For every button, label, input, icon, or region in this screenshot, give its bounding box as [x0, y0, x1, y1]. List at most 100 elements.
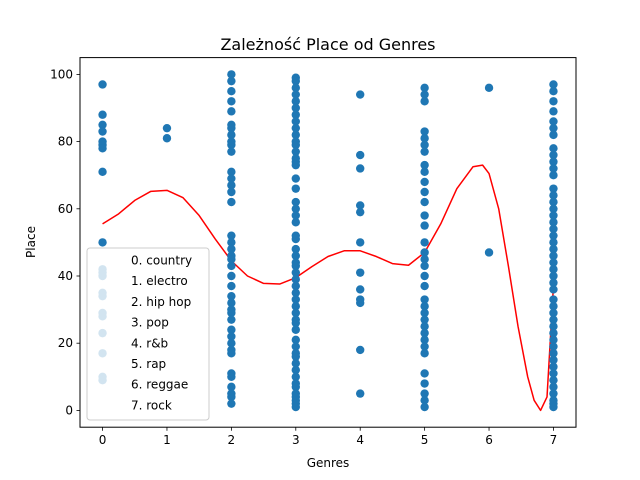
data-point: [549, 355, 558, 365]
data-point: [162, 123, 172, 133]
data-point: [549, 278, 558, 287]
data-point: [420, 396, 429, 405]
data-point: [549, 184, 558, 193]
data-point: [227, 97, 236, 106]
legend-entry-label: 6. reggae: [131, 378, 188, 392]
data-point: [291, 76, 300, 86]
data-point: [356, 298, 365, 308]
data-point: [162, 134, 172, 143]
data-point: [420, 255, 429, 264]
data-point: [484, 248, 494, 257]
legend-entry-label: 2. hip hop: [131, 295, 191, 309]
x-tick-label: 3: [292, 433, 300, 447]
data-point: [98, 127, 107, 136]
data-point: [420, 211, 429, 220]
data-point: [291, 140, 300, 150]
legend-entry-label: 5. rap: [131, 357, 166, 371]
y-tick-label: 20: [58, 336, 73, 350]
data-point: [549, 197, 558, 207]
data-point: [420, 308, 429, 318]
legend-entry-label: 3. pop: [131, 316, 169, 330]
data-point: [227, 349, 236, 358]
data-point: [549, 150, 558, 160]
data-point: [98, 167, 107, 177]
data-point: [549, 117, 558, 126]
x-axis-label: Genres: [307, 456, 350, 470]
data-point: [420, 295, 429, 304]
data-point: [356, 164, 365, 173]
data-point: [420, 302, 429, 311]
data-point: [549, 369, 558, 378]
data-point: [420, 147, 429, 156]
data-point: [291, 302, 300, 311]
data-point: [227, 382, 236, 392]
data-point: [549, 251, 558, 261]
x-tick-label: 6: [485, 433, 493, 447]
data-point: [549, 171, 558, 180]
data-point: [227, 76, 236, 86]
data-point: [291, 218, 300, 227]
data-point: [356, 389, 365, 398]
data-point: [227, 399, 236, 408]
data-point: [291, 342, 300, 351]
data-point: [291, 372, 300, 381]
data-point: [227, 392, 236, 402]
chart-title: Zależność Place od Genres: [220, 35, 435, 54]
legend-entry-label: 7. rock: [131, 398, 172, 412]
data-point: [420, 342, 429, 351]
x-tick-label: 4: [356, 433, 364, 447]
fit-curve-layer: [102, 164, 555, 412]
legend-entry-label: 1. electro: [131, 274, 188, 288]
data-point: [549, 295, 558, 304]
data-point: [227, 181, 236, 190]
data-point: [291, 130, 300, 140]
data-point: [420, 281, 429, 291]
data-point: [549, 328, 558, 338]
data-point: [549, 157, 558, 166]
data-point: [227, 315, 236, 324]
data-point: [549, 315, 558, 324]
data-point: [420, 134, 429, 143]
data-point: [227, 174, 236, 183]
data-point: [291, 382, 300, 392]
data-point: [227, 291, 236, 301]
data-point: [291, 318, 300, 328]
data-point: [549, 335, 558, 345]
data-point: [549, 322, 558, 331]
data-point: [291, 83, 300, 93]
data-point: [549, 362, 558, 371]
y-tick-label: 100: [50, 67, 73, 81]
data-point: [420, 177, 429, 187]
data-point: [549, 402, 558, 412]
data-point: [420, 328, 429, 338]
data-point: [291, 103, 300, 113]
data-point: [549, 271, 558, 281]
data-point: [420, 261, 429, 271]
data-point: [549, 258, 558, 267]
data-point: [549, 123, 558, 133]
data-point: [420, 349, 429, 358]
data-point: [227, 308, 236, 318]
data-point: [356, 90, 365, 99]
data-point: [227, 255, 236, 264]
data-point: [291, 90, 300, 99]
data-point: [420, 187, 429, 197]
data-point: [549, 224, 558, 234]
data-point: [420, 97, 429, 106]
data-point: [420, 315, 429, 324]
y-tick-label: 0: [65, 403, 73, 417]
data-point: [420, 248, 429, 257]
data-point: [549, 80, 558, 89]
data-point: [98, 144, 107, 153]
data-point: [291, 275, 300, 284]
data-point: [227, 187, 236, 197]
data-point: [227, 238, 236, 247]
data-point: [549, 382, 558, 392]
data-point: [227, 107, 236, 116]
data-point: [98, 120, 107, 129]
data-point: [291, 281, 300, 291]
data-point: [291, 234, 300, 244]
data-point: [227, 372, 236, 381]
data-point: [227, 281, 236, 291]
